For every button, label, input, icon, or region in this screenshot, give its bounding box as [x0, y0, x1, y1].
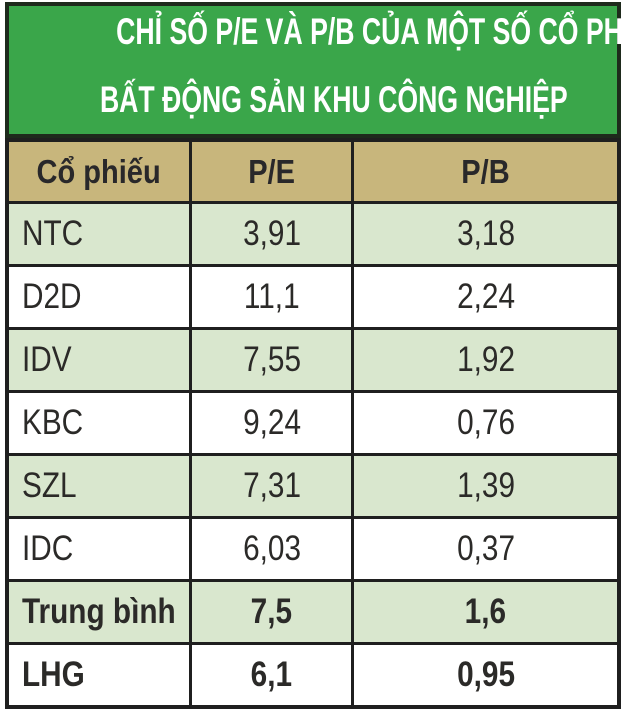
table-row-idv: IDV 7,55 1,92	[5, 327, 621, 393]
pe-value: 6,1	[250, 655, 293, 694]
pb-value: 1,92	[456, 340, 515, 379]
pe-value: 11,1	[243, 277, 300, 316]
title-line-1: CHỈ SỐ P/E VÀ P/B CỦA MỘT SỐ CỔ PHIẾU	[116, 11, 629, 52]
table-header-row: Cổ phiếu P/E P/B	[5, 138, 621, 204]
stock-code: SZL	[22, 466, 77, 505]
pb-value: 0,37	[456, 529, 515, 568]
infographic: CHỈ SỐ P/E VÀ P/B CỦA MỘT SỐ CỔ PHIẾU BẤ…	[5, 2, 629, 709]
table-row-d2d: D2D 11,1 2,24	[5, 264, 621, 330]
title-line-2-wrap: BẤT ĐỘNG SẢN KHU CÔNG NGHIỆP	[9, 70, 617, 138]
header-pe: P/E	[189, 138, 355, 204]
pe-value: 7,31	[242, 466, 301, 505]
table-row-ntc: NTC 3,91 3,18	[5, 201, 621, 267]
stock-code: NTC	[22, 214, 84, 253]
pe-value: 3,91	[242, 214, 301, 253]
stock-code: IDC	[22, 529, 74, 568]
pe-value: 6,03	[242, 529, 301, 568]
stock-code: IDV	[22, 340, 72, 379]
table-row-idc: IDC 6,03 0,37	[5, 516, 621, 582]
table-row-average: Trung bình 7,5 1,6	[5, 579, 621, 645]
header-pb: P/B	[351, 138, 621, 204]
table-row-lhg: LHG 6,1 0,95	[5, 642, 621, 709]
stock-code: D2D	[22, 277, 82, 316]
row-label-average: Trung bình	[22, 592, 176, 631]
pe-value: 7,5	[250, 592, 293, 631]
pb-value: 0,95	[456, 655, 515, 694]
pb-value: 1,6	[464, 592, 507, 631]
title-line-2: BẤT ĐỘNG SẢN KHU CÔNG NGHIỆP	[99, 79, 568, 120]
pe-pb-table: Cổ phiếu P/E P/B NTC 3,91 3,18 D2D 11,1 …	[5, 138, 621, 709]
pe-value: 9,24	[242, 403, 301, 442]
header-co-phieu: Cổ phiếu	[5, 138, 193, 204]
pe-value: 7,55	[242, 340, 301, 379]
pb-value: 3,18	[456, 214, 515, 253]
pb-value: 0,76	[456, 403, 515, 442]
stock-code: KBC	[22, 403, 84, 442]
pb-value: 2,24	[456, 277, 515, 316]
table-row-kbc: KBC 9,24 0,76	[5, 390, 621, 456]
pb-value: 1,39	[456, 466, 515, 505]
table-row-szl: SZL 7,31 1,39	[5, 453, 621, 519]
stock-code: LHG	[22, 655, 85, 694]
title-line-1-wrap: CHỈ SỐ P/E VÀ P/B CỦA MỘT SỐ CỔ PHIẾU	[9, 2, 629, 70]
chart-title-banner: CHỈ SỐ P/E VÀ P/B CỦA MỘT SỐ CỔ PHIẾU BẤ…	[5, 2, 629, 138]
